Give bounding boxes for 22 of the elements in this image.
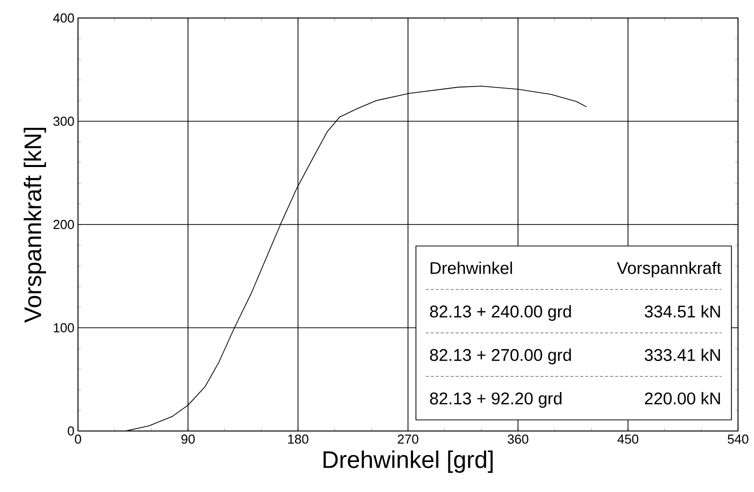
annotation: 333.41 kN <box>644 348 720 362</box>
y-axis-title: Vorspannkraft [kN] <box>24 128 46 323</box>
annotation: 82.13 + 270.00 grd <box>430 348 571 364</box>
annotation: 82.13 + 92.20 grd <box>430 392 562 408</box>
y-tick-label: 300 <box>53 116 74 126</box>
x-tick-label: 450 <box>617 434 638 444</box>
x-tick-label: 540 <box>728 434 748 444</box>
annotation: 82.13 + 240.00 grd <box>430 305 571 321</box>
x-axis-title: Drehwinkel [grd] <box>324 450 493 473</box>
y-tick-label: 200 <box>54 220 74 230</box>
annotation: Vorspannkraft <box>616 262 722 278</box>
x-tick-label: 360 <box>508 434 528 444</box>
y-tick-label: 100 <box>54 323 74 332</box>
y-tick-label: 0 <box>68 426 74 436</box>
x-tick-label: 270 <box>398 434 418 444</box>
annotation: 220.00 kN <box>644 392 720 404</box>
annotation: Drehwinkel <box>430 262 512 274</box>
x-tick-label: 0 <box>74 434 82 444</box>
y-tick-label: 400 <box>53 13 74 23</box>
annotation: 334.51 kN <box>644 305 720 318</box>
x-tick-label: 180 <box>288 434 308 444</box>
x-tick-label: 90 <box>181 434 195 444</box>
